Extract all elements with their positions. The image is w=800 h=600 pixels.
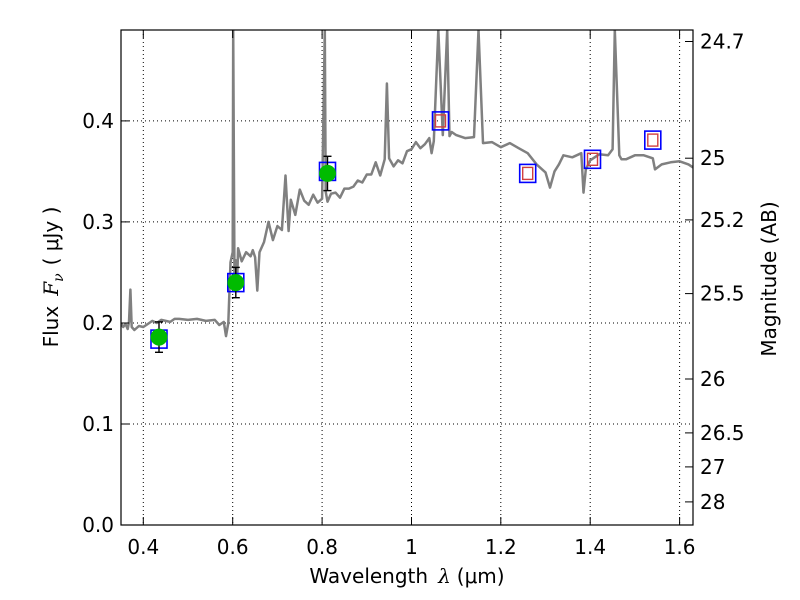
model-photometry-marker	[583, 149, 602, 170]
observed-photometry-point	[227, 274, 245, 292]
magnitude-tick-label: 25.5	[700, 282, 745, 306]
x-axis-title-symbol: λ	[437, 564, 451, 588]
y-axis-title: Flux Fν ( μJy )	[39, 207, 67, 348]
y-tick-label: 0.2	[82, 311, 114, 335]
y-tick-label: 0.0	[82, 513, 114, 537]
upper-limit-marker	[522, 166, 534, 181]
y-axis-title-subscript: ν	[51, 273, 67, 282]
photometry-markers	[150, 111, 662, 353]
y-axis-title-unit: ( μJy )	[39, 207, 63, 266]
model-photometry-marker	[518, 163, 537, 184]
magnitude-tick-label: 28	[700, 490, 725, 514]
observed-photometry-point	[150, 328, 168, 346]
x-tick-label: 1.4	[574, 535, 606, 559]
plot-frame	[120, 29, 694, 526]
magnitude-tick-label: 26.5	[700, 421, 745, 445]
upper-limit-marker	[647, 133, 659, 147]
magnitude-tick-label: 24.7	[700, 30, 745, 54]
observed-photometry-point	[319, 164, 336, 182]
x-axis-title-unit: (μm)	[457, 564, 505, 588]
y-axis-title-prefix: Flux	[39, 306, 63, 348]
magnitude-tick-label: 26	[700, 367, 725, 391]
spectrum-line	[121, 30, 693, 338]
upper-limit-marker	[434, 114, 447, 128]
magnitude-tick-label: 25	[700, 146, 725, 170]
x-tick-label: 0.6	[217, 535, 249, 559]
magnitude-tick-label: 27	[700, 455, 725, 479]
y-tick-label: 0.4	[82, 109, 114, 133]
y-axis-title-symbol: F	[39, 281, 63, 297]
x-tick-label: 0.8	[306, 535, 338, 559]
axis-ticks: 0.4 0.6 0.8 1 1.2 1.4 1.6 0.0 0.1 0.2 0.3 0.4 24.7 25…	[82, 30, 744, 560]
magnitude-axis-title: Magnitude (AB)	[757, 201, 781, 356]
upper-limit-marker	[586, 152, 599, 167]
x-axis-title: Wavelength λ (μm)	[309, 564, 504, 588]
x-tick-label: 1	[405, 535, 418, 559]
x-tick-label: 1.6	[664, 535, 696, 559]
x-tick-label: 0.4	[127, 535, 159, 559]
model-photometry-marker	[431, 111, 450, 131]
spectrum-series	[121, 30, 693, 338]
y-tick-label: 0.3	[82, 210, 114, 234]
x-axis-title-prefix: Wavelength	[309, 564, 428, 588]
magnitude-tick-label: 25.2	[700, 208, 745, 232]
x-tick-label: 1.2	[485, 535, 517, 559]
model-photometry-marker	[643, 130, 662, 150]
y-tick-label: 0.1	[82, 412, 114, 436]
